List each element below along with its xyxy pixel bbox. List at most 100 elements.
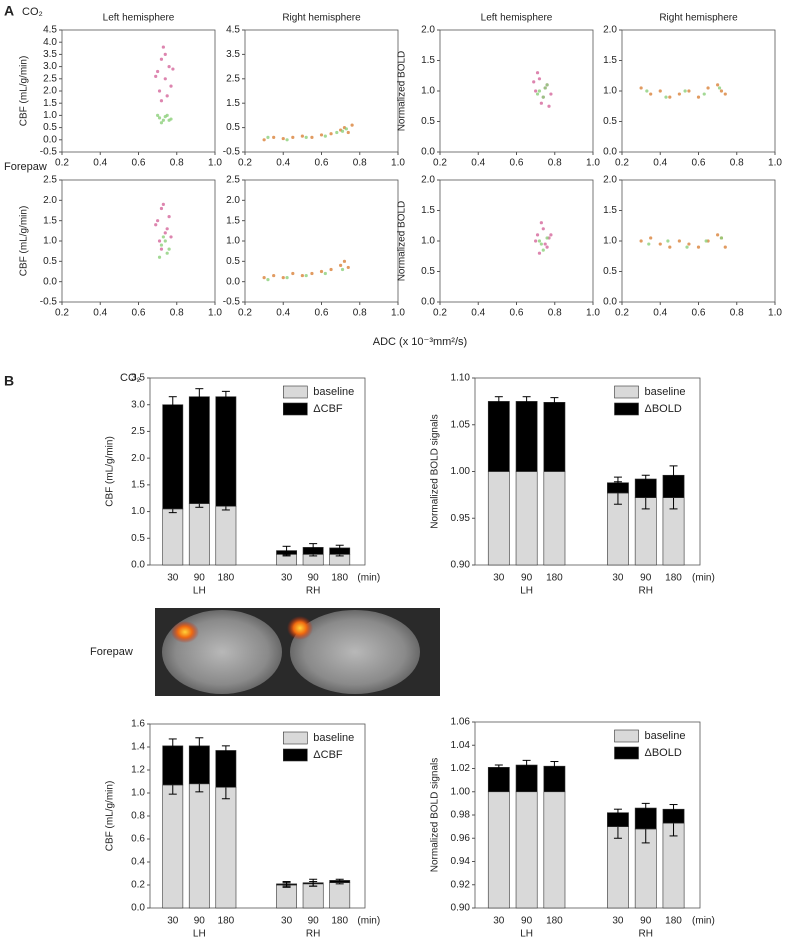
scatter-point	[163, 231, 167, 235]
x-tick-label: 0.2	[615, 158, 629, 169]
y-tick-label: 1.0	[421, 86, 435, 97]
scatter-point	[285, 138, 289, 142]
x-tick-label: 0.8	[730, 308, 744, 319]
x-axis-label: ADC (x 10⁻³mm²/s)	[373, 336, 467, 348]
y-tick-label: 1.06	[451, 717, 471, 728]
bar-segment	[215, 750, 237, 788]
x-tick-label: 0.2	[55, 308, 69, 319]
scatter-point	[717, 86, 722, 90]
scatter-point	[310, 271, 314, 276]
legend-label: ΔBOLD	[645, 403, 682, 415]
x-tick-label: 0.4	[653, 158, 667, 169]
y-axis-label: Normalized BOLD signals	[430, 414, 441, 529]
y-tick-label: 0.0	[131, 560, 145, 571]
scatter-point	[539, 221, 543, 225]
y-tick-label: 3.5	[226, 49, 240, 60]
bar-segment	[543, 402, 566, 472]
plot-frame	[439, 179, 594, 303]
x-tick-label: 0.2	[55, 158, 69, 169]
y-tick-label: 0.5	[43, 256, 57, 267]
bar-segment	[515, 791, 538, 909]
y-tick-label: -0.5	[223, 147, 241, 158]
y-tick-label: 2.5	[131, 426, 145, 437]
error-bar	[221, 745, 230, 756]
y-axis-label: CBF (mL/g/min)	[105, 781, 116, 852]
y-tick-label: 2.0	[603, 25, 617, 36]
scatter-point	[161, 235, 165, 239]
scatter-point	[159, 121, 164, 125]
scatter-point	[346, 130, 350, 135]
x-tick-label: 0.4	[471, 158, 485, 169]
scatter-point	[666, 239, 670, 243]
scatter-point	[342, 259, 347, 263]
bar-segment	[607, 826, 629, 909]
error-bar	[168, 396, 177, 414]
y-tick-label: 1.05	[451, 419, 471, 430]
plot-frame	[149, 377, 366, 566]
scatter-point	[537, 239, 542, 243]
bar-segment	[215, 786, 237, 909]
bar-segment	[515, 471, 538, 566]
scatter-point	[157, 255, 162, 259]
error-bar	[282, 545, 291, 556]
scatter-point	[716, 233, 720, 237]
scatter-point	[262, 138, 266, 142]
scatter-point	[696, 245, 701, 249]
y-tick-label: 1.04	[451, 740, 471, 751]
scatter-point	[281, 276, 285, 280]
y-tick-label: 1.6	[131, 719, 145, 730]
y-tick-label: 1.0	[226, 236, 240, 247]
bar-segment	[162, 508, 184, 566]
x-tick-label: 0.6	[692, 158, 706, 169]
bar-segment	[329, 882, 351, 909]
brain-slice	[290, 610, 420, 694]
error-bar	[309, 543, 318, 552]
x-tick-label: 1.0	[586, 308, 600, 319]
y-axis-label: CBF (mL/g/min)	[19, 56, 30, 127]
x-tick-label: 0.8	[170, 158, 184, 169]
scatter-point	[266, 135, 270, 139]
y-axis-label: Normalized BOLD	[397, 51, 408, 132]
scatter-point	[541, 227, 545, 231]
y-tick-label: 0.0	[43, 134, 57, 145]
error-bar	[522, 759, 531, 771]
scatter-point	[300, 273, 304, 278]
scatter-point	[535, 92, 540, 96]
scatter-point	[723, 92, 727, 96]
activation	[287, 616, 313, 640]
legend-label: baseline	[645, 386, 686, 398]
y-tick-label: -0.5	[40, 297, 58, 308]
scatter-point	[154, 74, 158, 78]
y-axis-label: Normalized BOLD signals	[430, 758, 441, 873]
scatter-point	[344, 127, 348, 131]
x-tick-label: 90	[308, 916, 320, 927]
y-axis-label: CBF (mL/g/min)	[105, 436, 116, 507]
scatter-point	[319, 269, 324, 274]
group-label: RH	[306, 929, 320, 940]
scatter-point	[719, 236, 724, 240]
x-tick-label: 0.6	[510, 308, 524, 319]
chart-title: Right hemisphere	[282, 13, 361, 24]
x-tick-label: 1.0	[768, 308, 782, 319]
scatter-point	[664, 95, 668, 99]
x-unit-label: (min)	[357, 573, 380, 584]
scatter-point	[159, 206, 164, 211]
x-unit-label: (min)	[692, 916, 715, 927]
x-tick-label: 180	[665, 916, 682, 927]
scatter-point	[169, 84, 173, 88]
group-label: LH	[193, 929, 206, 940]
scatter-point	[677, 239, 681, 243]
scatter-point	[668, 95, 672, 99]
y-tick-label: 1.0	[43, 110, 57, 121]
scatter-point	[291, 271, 295, 276]
y-tick-label: 4.5	[226, 25, 240, 36]
y-tick-label: 2.5	[226, 73, 240, 84]
group-label: RH	[306, 586, 320, 597]
x-tick-label: 0.4	[471, 308, 485, 319]
error-bar	[550, 761, 559, 772]
scatter-point	[639, 239, 643, 243]
scatter-point	[167, 215, 171, 219]
x-tick-label: 30	[167, 573, 179, 584]
x-tick-label: 180	[546, 573, 563, 584]
bar-segment	[188, 503, 210, 566]
